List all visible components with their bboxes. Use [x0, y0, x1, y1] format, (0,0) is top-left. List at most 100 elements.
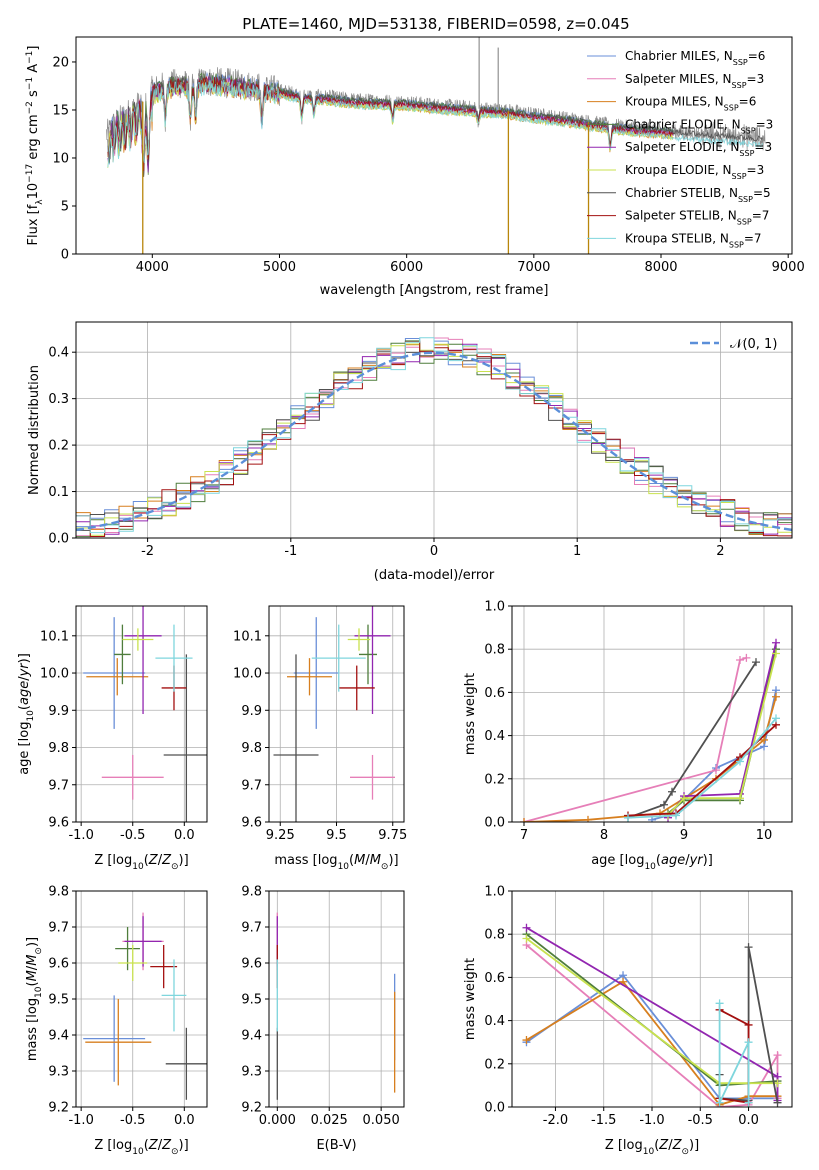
plot-area [520, 638, 780, 822]
series-salpeter-elodie [664, 638, 780, 822]
data-point [522, 934, 531, 943]
legend-entry: Kroupa ELODIE, NSSP=3 [625, 163, 764, 181]
plot-area [522, 923, 782, 1107]
legend-entry: Salpeter MILES, NSSP=3 [625, 72, 764, 90]
x-axis-label: wavelength [Angstrom, rest frame] [320, 283, 549, 298]
y-tick-label: 0.1 [48, 485, 69, 500]
point-chabrier-elodie [115, 927, 140, 971]
y-tick-label: 9.3 [48, 1065, 69, 1080]
y-tick-label: 9.7 [241, 921, 262, 936]
point-salpeter-stelib [338, 665, 375, 711]
data-point [742, 653, 751, 662]
data-point [680, 794, 688, 803]
y-tick-label: 20 [52, 55, 69, 70]
data-point [744, 1098, 753, 1107]
y-axis-label: mass weight [463, 958, 478, 1040]
point-salpeter-elodie [124, 916, 162, 967]
point-salpeter-stelib [150, 945, 178, 989]
x-tick-label: 0.025 [311, 1113, 348, 1128]
data-point [715, 999, 724, 1008]
x-tick-label: 7000 [517, 260, 550, 275]
x-axis-label: Z [log10(Z/Z⊙)] [94, 853, 188, 872]
y-tick-label: 0.6 [484, 971, 505, 986]
data-point [744, 943, 753, 952]
data-point [668, 787, 676, 796]
point-chabrier-elodie [114, 624, 131, 685]
x-tick-label: 9000 [772, 260, 805, 275]
y-tick-label: 0.6 [484, 686, 505, 701]
x-tick-label: 4000 [136, 260, 169, 275]
series-line [667, 653, 777, 817]
y-axis-label: mass [log10(M/M⊙)] [25, 937, 44, 1061]
data-point [760, 735, 768, 744]
x-tick-label: -2 [141, 544, 154, 559]
x-tick-label: -2.0 [543, 1113, 568, 1128]
y-tick-label: 10.1 [40, 629, 69, 644]
legend-entry: Salpeter ELODIE, NSSP=3 [625, 140, 772, 158]
normal-curve [76, 351, 792, 532]
legend-entry: Chabrier STELIB, NSSP=5 [625, 186, 771, 204]
y-tick-label: 1.0 [484, 600, 505, 615]
y-tick-label: 0.4 [48, 346, 69, 361]
y-tick-label: 0.2 [484, 772, 505, 787]
x-axis-label: Z [log10(Z/Z⊙)] [94, 1138, 188, 1157]
axes-frame [268, 890, 405, 1108]
point-chabrier-stelib [163, 654, 207, 822]
y-tick-label: 9.6 [48, 957, 69, 972]
model-spectrum-kroupa-stelib [107, 79, 763, 168]
data-point [773, 1051, 782, 1060]
x-tick-label: 0.0 [738, 1113, 759, 1128]
data-point [672, 811, 680, 820]
y-tick-label: 9.7 [241, 778, 262, 793]
y-axis-label: Normed distribution [27, 365, 42, 495]
y-tick-label: 9.6 [241, 957, 262, 972]
data-point [772, 692, 780, 701]
series-line [627, 717, 777, 819]
panel-spectrum: 4000 5000 6000 7000 8000 9000 0 5 10 15 20 waveleng… [25, 36, 805, 298]
x-tick-label: -0.5 [120, 828, 145, 843]
y-tick-label: 9.3 [241, 1065, 262, 1080]
axes-frame [75, 605, 208, 823]
y-tick-label: 9.8 [48, 885, 69, 900]
axes-frame [511, 890, 793, 1108]
data-point [715, 1098, 724, 1107]
legend-entry: Kroupa STELIB, NSSP=7 [625, 231, 762, 249]
legend-entry: Chabrier MILES, NSSP=6 [625, 49, 765, 67]
data-point [584, 815, 592, 822]
point-kroupa-elodie [347, 628, 371, 651]
data-point [744, 1020, 753, 1029]
data-point [520, 818, 528, 822]
x-tick-label: 0.0 [174, 1113, 195, 1128]
x-axis-label: (data-model)/error [374, 568, 495, 583]
panel-massweight-vs-z: -2.0 -1.5 -1.0 -0.5 0.0 0.0 0.2 0.4 0.6 0.8 1.0 Z [… [463, 885, 793, 1157]
panel-mass-vs-ebv: 0.000 0.025 0.050 9.2 9.3 9.4 9.5 9.6 9.7 9.8 E(B-… [241, 885, 405, 1153]
data-point [712, 766, 720, 775]
plot-area [106, 37, 766, 254]
x-tick-label: 10 [756, 828, 773, 843]
axes-frame [75, 36, 793, 255]
data-point [772, 649, 780, 658]
x-tick-label: 0.000 [259, 1113, 296, 1128]
y-tick-label: 0.4 [484, 729, 505, 744]
panel-mass-vs-z: -1.0 -0.5 0.0 9.2 9.3 9.4 9.5 9.6 9.7 9.8 Z [log10… [25, 885, 208, 1157]
y-tick-label: 0.4 [484, 1014, 505, 1029]
x-tick-label: -1.0 [639, 1113, 664, 1128]
data-point [773, 1079, 782, 1088]
data-point [772, 714, 780, 723]
y-axis-label: age [log10(age/yr)] [17, 653, 36, 775]
y-tick-label: 9.4 [241, 1029, 262, 1044]
x-tick-label: 1 [573, 544, 581, 559]
series-line [627, 661, 757, 819]
plot-area [83, 912, 207, 1100]
y-tick-label: 0.3 [48, 392, 69, 407]
legend-entry: Kroupa MILES, NSSP=6 [625, 95, 756, 113]
data-point [522, 923, 531, 932]
data-point [736, 794, 744, 803]
y-tick-label: 10.1 [233, 629, 262, 644]
x-tick-label: -1.0 [68, 1113, 93, 1128]
point-kroupa-stelib [161, 959, 187, 1032]
x-tick-label: 9.25 [266, 828, 295, 843]
series-line [718, 1003, 750, 1104]
x-tick-label: -1.0 [68, 828, 93, 843]
y-tick-label: 9.2 [48, 1101, 69, 1116]
